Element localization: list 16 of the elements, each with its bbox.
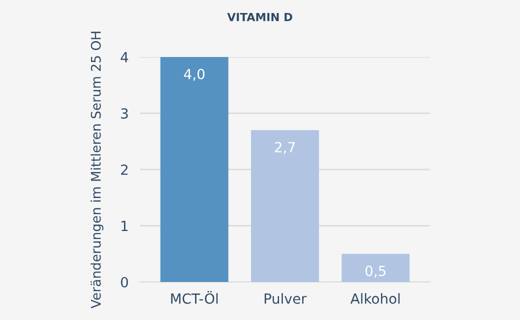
y-tick-label: 4 bbox=[120, 52, 128, 62]
y-axis-title: Veränderungen im Mittleren Serum 25 OH bbox=[90, 32, 104, 308]
y-tick-label: 0 bbox=[120, 276, 128, 288]
y-tick-label: 3 bbox=[121, 108, 128, 119]
x-tick-label: Pulver bbox=[264, 293, 307, 304]
data-label: 4,0 bbox=[184, 68, 204, 81]
bar bbox=[342, 254, 410, 282]
bar bbox=[160, 57, 228, 282]
x-tick-label: Alkohol bbox=[350, 293, 400, 304]
x-tick-label: MCT-Öl bbox=[171, 291, 218, 304]
y-tick-label: 2 bbox=[121, 164, 128, 175]
bar bbox=[251, 130, 319, 282]
data-label: 0,5 bbox=[365, 266, 386, 278]
y-tick-label: 1 bbox=[122, 220, 128, 232]
data-label: 2,7 bbox=[274, 142, 295, 154]
chart-title: VITAMIN D bbox=[227, 12, 292, 22]
